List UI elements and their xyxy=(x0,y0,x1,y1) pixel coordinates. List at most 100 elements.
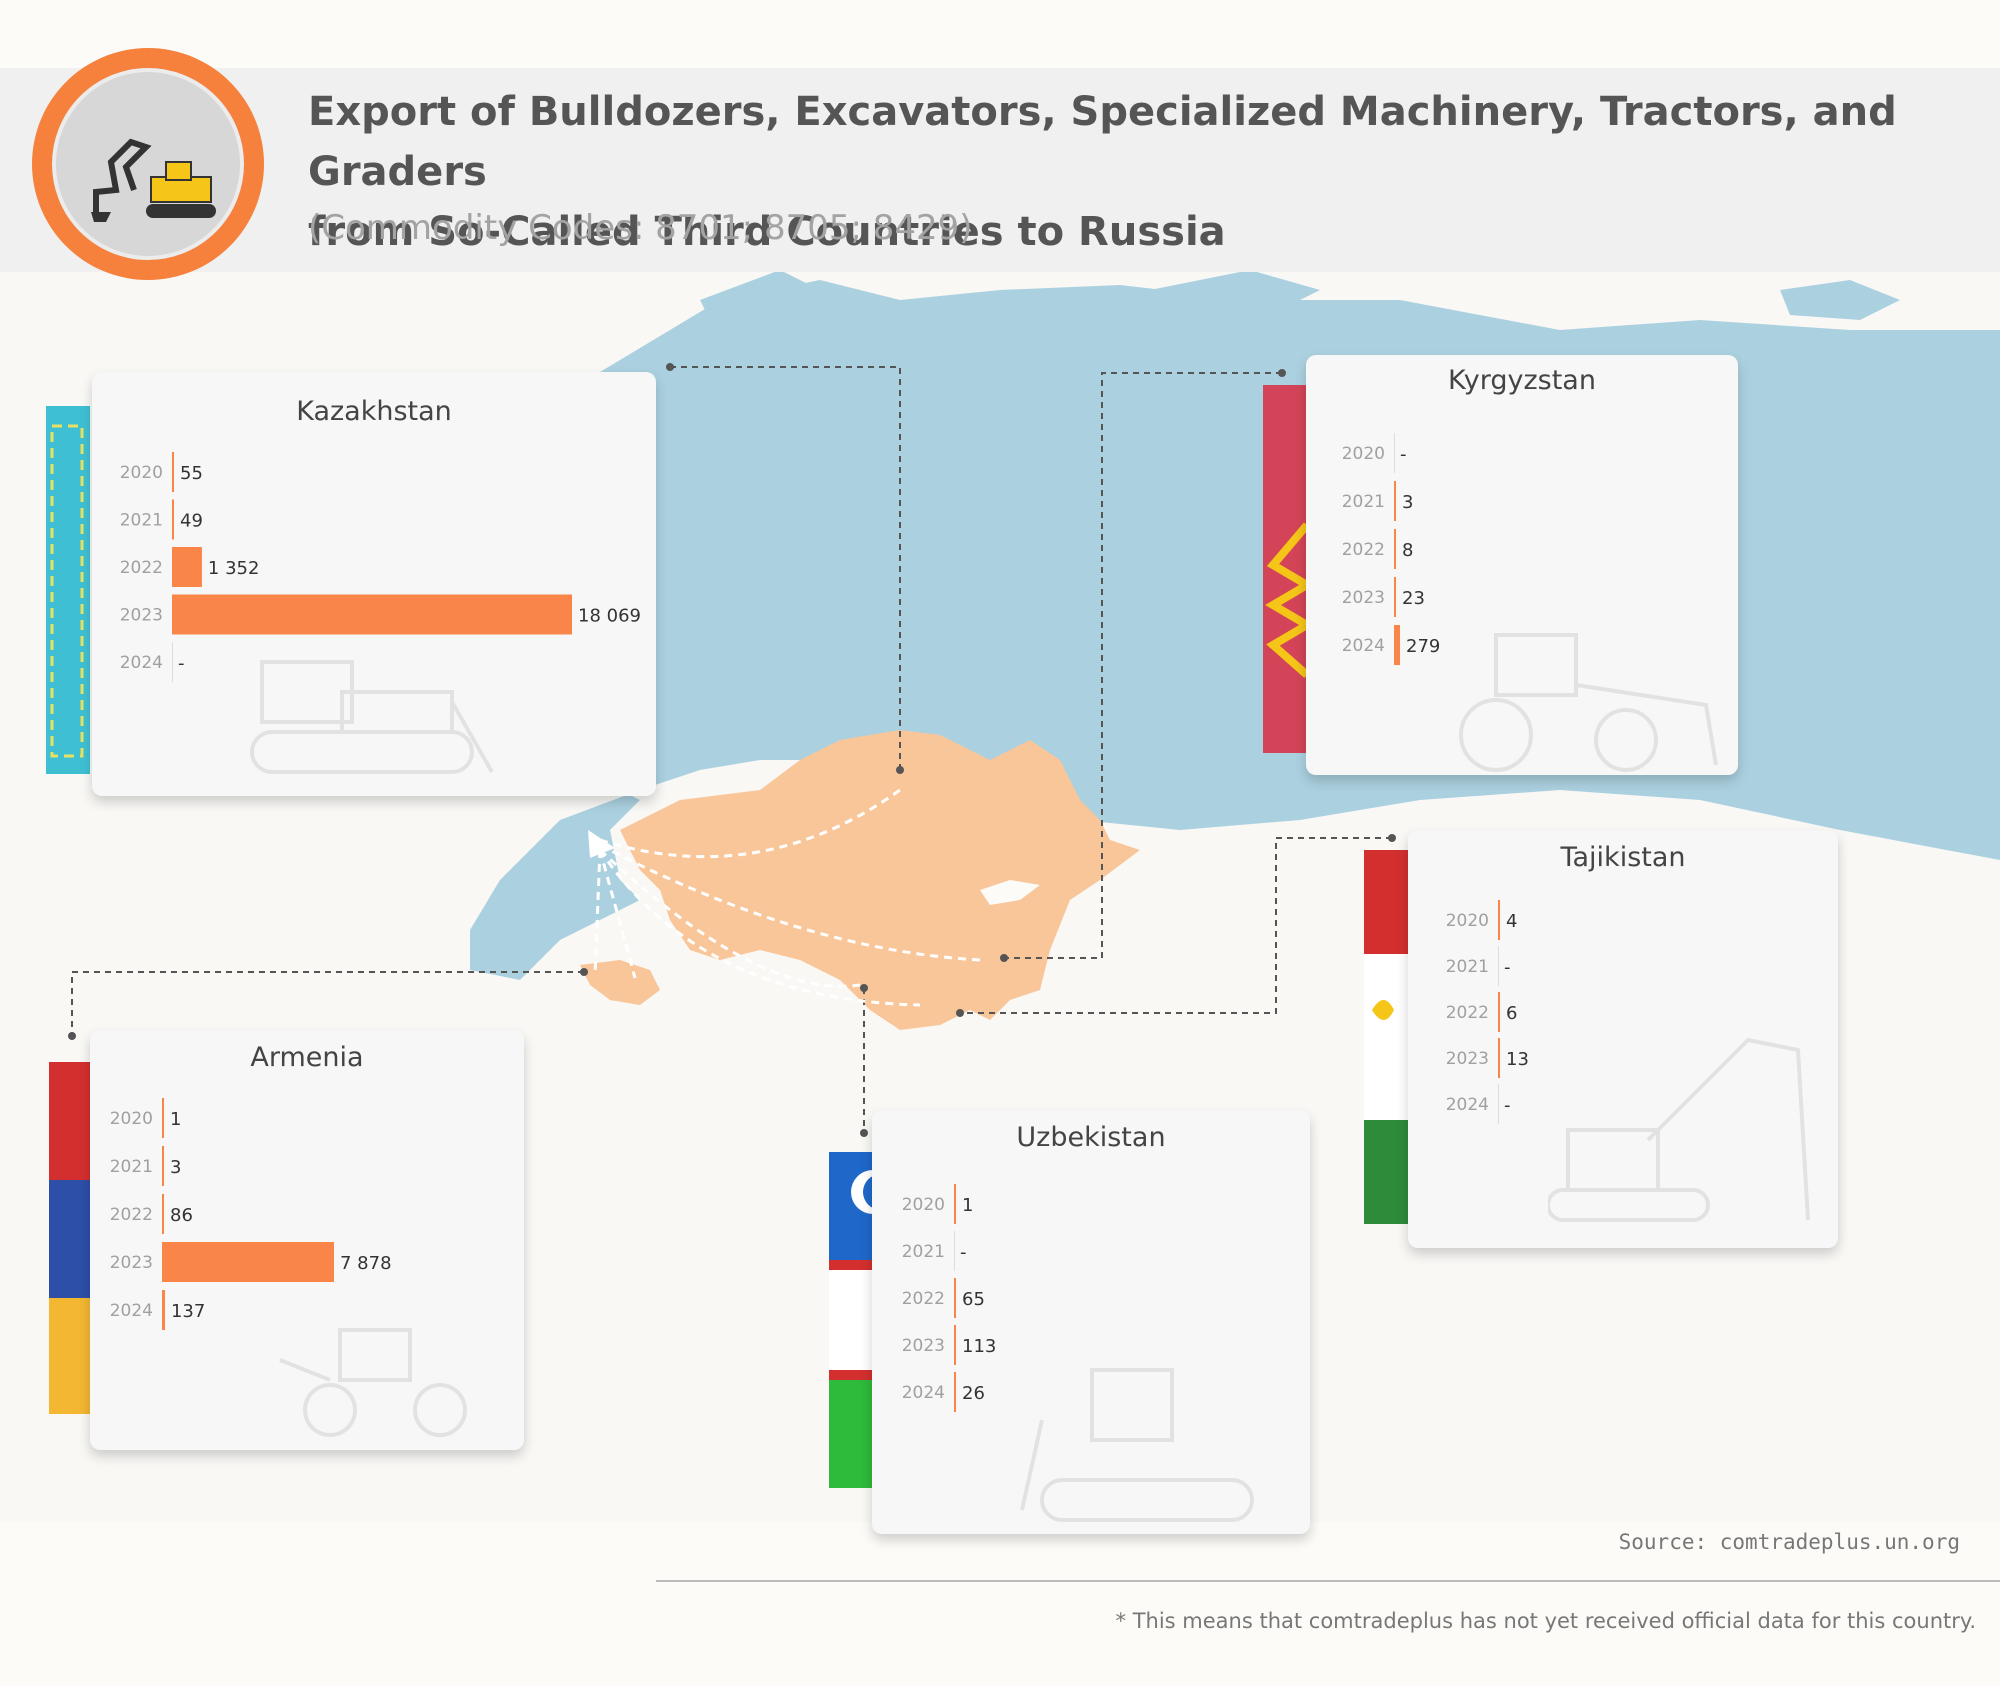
footnote: * This means that comtradeplus has not y… xyxy=(1115,1609,1976,1633)
year-label: 2022 xyxy=(1342,540,1385,560)
card-title: Armenia xyxy=(250,1042,364,1073)
year-label: 2022 xyxy=(110,1205,153,1225)
year-label: 2024 xyxy=(110,1301,153,1321)
bulldozer-watermark-icon xyxy=(250,660,494,774)
axis-tick xyxy=(1498,1084,1499,1124)
armenia-flag xyxy=(49,1062,93,1414)
value-label: 279 xyxy=(1406,636,1440,657)
year-label: 2024 xyxy=(120,653,163,673)
bar-chart: 2020 1 2021 3 2022 86 2023 7 878 2024 137 xyxy=(110,1098,392,1330)
axis-tick xyxy=(954,1231,955,1271)
axis-tick xyxy=(1394,433,1395,473)
value-label: 137 xyxy=(171,1301,205,1322)
tajikistan-flag xyxy=(1364,850,1408,1224)
bar xyxy=(172,499,174,540)
year-label: 2023 xyxy=(1446,1049,1489,1069)
bar xyxy=(1498,992,1500,1032)
year-label: 2023 xyxy=(110,1253,153,1273)
tajikistan-card: Tajikistan 2020 4 2021-2022 6 2023 13 2024- xyxy=(1408,830,1838,1248)
axis-tick xyxy=(172,642,173,682)
value-label: 26 xyxy=(962,1383,985,1404)
year-label: 2023 xyxy=(1342,588,1385,608)
year-label: 2023 xyxy=(902,1336,945,1356)
header-band xyxy=(0,68,2000,272)
logo-badge xyxy=(52,68,244,260)
bar xyxy=(954,1325,956,1365)
bar xyxy=(172,547,202,587)
card-title: Tajikistan xyxy=(1560,842,1686,873)
kyrgyzstan-card: Kyrgyzstan 2020- 2021 3 2022 8 2023 23 2024 279 xyxy=(1306,355,1738,775)
bar-chart: 2020 - 2021 3 2022 8 2023 23 2024 279 xyxy=(1342,433,1440,665)
value-label: 49 xyxy=(180,511,203,532)
year-label: 2020 xyxy=(902,1195,945,1215)
bar xyxy=(954,1372,956,1412)
bar xyxy=(954,1184,956,1224)
armenia-card: Armenia 2020 1 2021 3 2022 86 2023 7 878 2024 137 xyxy=(90,1030,524,1450)
value-label: 113 xyxy=(962,1336,996,1357)
bar xyxy=(1498,1038,1500,1078)
kazakhstan-flag xyxy=(46,406,90,774)
year-label: 2021 xyxy=(1446,957,1489,977)
year-label: 2021 xyxy=(120,511,163,531)
value-label: 7 878 xyxy=(340,1253,392,1274)
bar xyxy=(1394,625,1400,665)
page-title: Export of Bulldozers, Excavators, Specia… xyxy=(308,82,1968,262)
bar xyxy=(162,1290,165,1330)
year-label: 2022 xyxy=(120,558,163,578)
page-subtitle: (Commodity Codes: 8701; 8705; 8429) xyxy=(308,208,973,248)
excavator-icon xyxy=(91,138,216,222)
bar xyxy=(162,1194,164,1234)
value-label: 23 xyxy=(1402,588,1425,609)
bar xyxy=(1394,481,1396,521)
value-label: - xyxy=(178,653,185,674)
year-label: 2022 xyxy=(1446,1003,1489,1023)
excavator-watermark-icon xyxy=(1548,1037,1810,1222)
value-label: 6 xyxy=(1506,1003,1517,1024)
bar xyxy=(172,452,174,492)
value-label: - xyxy=(1400,444,1407,465)
bar xyxy=(1498,900,1500,940)
card-title: Uzbekistan xyxy=(1016,1122,1166,1153)
title-line-1: Export of Bulldozers, Excavators, Specia… xyxy=(308,89,1897,195)
value-label: 1 xyxy=(170,1109,181,1130)
year-label: 2023 xyxy=(120,606,163,626)
value-label: 18 069 xyxy=(578,606,641,627)
year-label: 2020 xyxy=(120,463,163,483)
footer-divider xyxy=(656,1580,2000,1582)
bar-chart: 2020 55 2021 49 2022 1 352 2023 18 069 2024- xyxy=(120,452,641,682)
bar xyxy=(954,1278,956,1318)
year-label: 2020 xyxy=(110,1109,153,1129)
source-note: Source: comtradeplus.un.org xyxy=(1618,1530,1960,1554)
year-label: 2021 xyxy=(902,1242,945,1262)
bar xyxy=(1394,577,1396,617)
year-label: 2022 xyxy=(902,1289,945,1309)
kyrgyzstan-flag xyxy=(1263,385,1307,753)
bar-chart: 2020 1 2021 - 2022 65 2023 113 2024 26 xyxy=(902,1184,996,1412)
value-label: 13 xyxy=(1506,1049,1529,1070)
bar xyxy=(162,1146,164,1186)
value-label: - xyxy=(1504,1095,1511,1116)
bulldozer-watermark-icon xyxy=(1020,1368,1254,1522)
central-asia-region xyxy=(620,730,1140,1030)
bar xyxy=(1394,529,1396,569)
axis-tick xyxy=(1498,946,1499,986)
year-label: 2024 xyxy=(1342,636,1385,656)
year-label: 2020 xyxy=(1342,444,1385,464)
year-label: 2020 xyxy=(1446,911,1489,931)
value-label: 3 xyxy=(1402,492,1413,513)
title-line-2: from So-Called Third Countries to Russia xyxy=(308,209,1226,255)
value-label: - xyxy=(1504,957,1511,978)
uzbekistan-card: Uzbekistan 2020 1 2021- 2022 65 2023 113 2024 26 xyxy=(872,1110,1310,1534)
year-label: 2021 xyxy=(1342,492,1385,512)
kazakhstan-card: Kazakhstan 2020 55 2021 49 2022 1 352 2023 18 0… xyxy=(92,372,656,796)
card-title: Kyrgyzstan xyxy=(1448,365,1596,396)
year-label: 2024 xyxy=(1446,1095,1489,1115)
value-label: 1 xyxy=(962,1195,973,1216)
year-label: 2024 xyxy=(902,1383,945,1403)
value-label: 55 xyxy=(180,463,203,484)
tractor-watermark-icon xyxy=(1459,633,1718,772)
value-label: 86 xyxy=(170,1205,193,1226)
value-label: - xyxy=(960,1242,967,1263)
